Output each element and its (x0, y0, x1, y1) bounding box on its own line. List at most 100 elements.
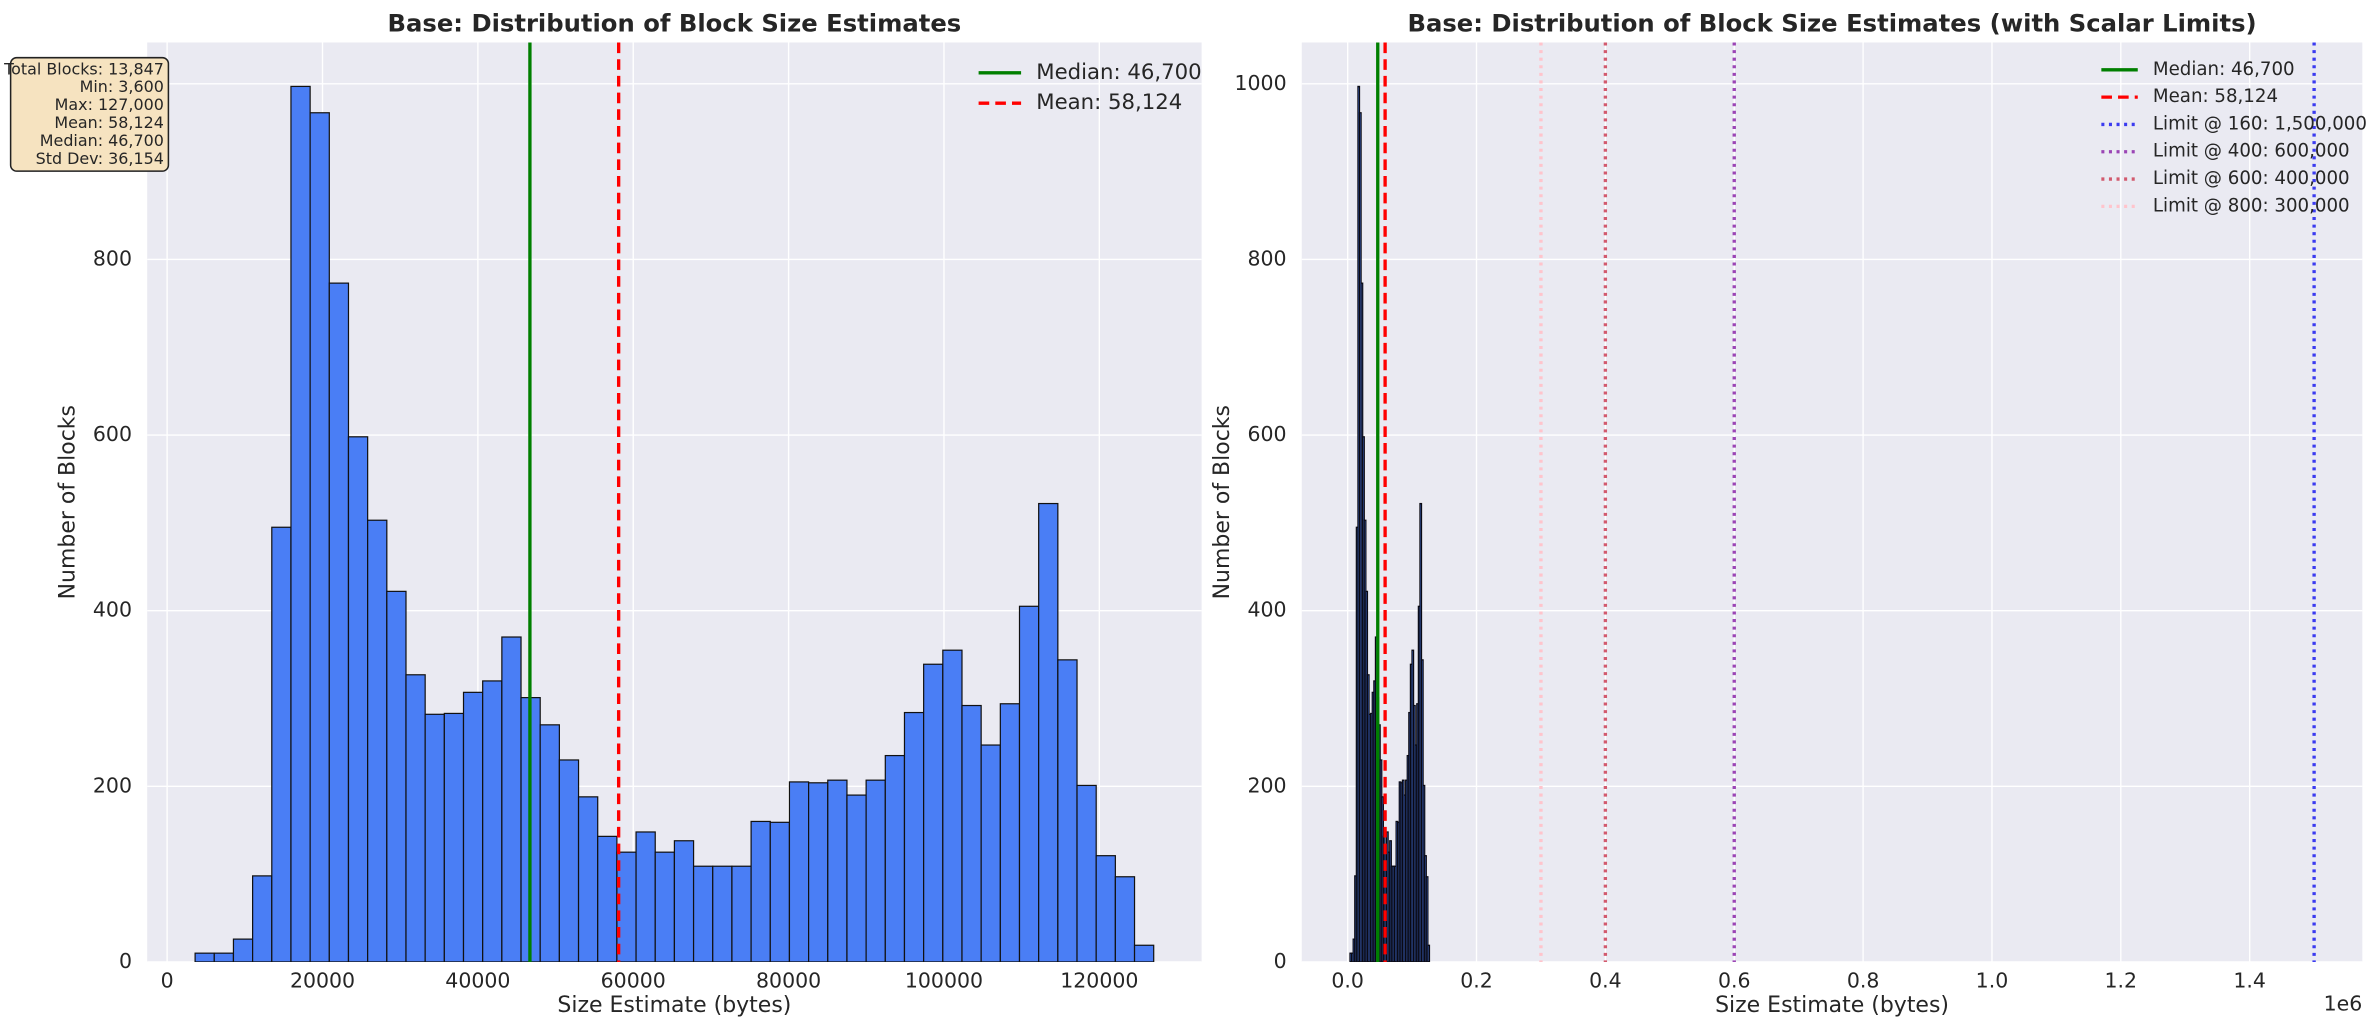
x-tick-label: 60000 (601, 969, 666, 993)
y-tick-label: 600 (93, 422, 132, 446)
histogram-bar (865, 779, 886, 962)
histogram-bar (558, 759, 580, 962)
histogram-bar (347, 436, 369, 962)
y-tick-label: 0 (1274, 949, 1287, 973)
stats-line: Max: 127,000 (55, 95, 164, 114)
bars (1349, 85, 1431, 962)
histogram-bar (903, 711, 925, 962)
histogram-bar (692, 865, 714, 962)
histogram-bar (252, 875, 273, 962)
histogram-bar (673, 840, 695, 962)
y-tick-label: 200 (93, 773, 132, 797)
histogram-bar (194, 952, 215, 962)
chart-title: Base: Distribution of Block Size Estimat… (388, 8, 962, 37)
x-tick-label: 0.2 (1460, 969, 1493, 993)
histogram-bar (1038, 502, 1059, 962)
y-tick-label: 0 (119, 949, 132, 973)
histogram-bar (1133, 944, 1155, 962)
histogram-bar (923, 663, 944, 962)
y-tick-label: 600 (1248, 422, 1287, 446)
x-tick-label: 0.8 (1847, 969, 1880, 993)
histogram-bar (769, 821, 791, 962)
y-tick-label: 800 (1248, 246, 1287, 270)
bars (194, 85, 1155, 962)
histogram-bar (980, 744, 1001, 962)
x-tick-label: 1.2 (2105, 969, 2138, 993)
histogram-bar (386, 590, 407, 962)
histogram-bar (1018, 605, 1040, 962)
y-tick-label: 1000 (1235, 71, 1287, 95)
legend-label: Limit @ 400: 600,000 (2153, 141, 2350, 162)
y-axis-label: Number of Blocks (1210, 405, 1235, 599)
histogram-bar (213, 952, 235, 962)
histogram-bar (788, 781, 810, 962)
histogram-bar (999, 703, 1021, 962)
legend: Median: 46,700 Mean: 58,124 Limit @ 160: 1… (2101, 59, 2367, 216)
histogram-bar (290, 85, 311, 962)
stats-box-frame (9, 56, 170, 172)
histogram-bar (750, 820, 771, 962)
x-tick-label: 1.4 (2233, 969, 2266, 993)
histogram-bar (635, 831, 656, 962)
x-tick-label: 100000 (905, 969, 983, 993)
legend-label: Median: 46,700 (2153, 59, 2295, 80)
histogram-bar (1114, 876, 1136, 962)
x-tick-label: 0.0 (1331, 969, 1364, 993)
histogram-bar (1427, 944, 1431, 962)
y-tick-label: 800 (93, 246, 132, 270)
histogram-bar (654, 851, 676, 962)
histogram-bar (827, 779, 848, 962)
stats-line: Min: 3,600 (80, 77, 164, 96)
histogram-bar (731, 865, 752, 962)
y-tick-label: 200 (1248, 773, 1287, 797)
histogram-bar (309, 112, 330, 962)
legend-label: Mean: 58,124 (1036, 90, 1182, 115)
histogram-bar (271, 526, 292, 962)
histogram-bar (443, 712, 465, 962)
histogram-bar (328, 282, 350, 962)
plot: 0200400600800100002000040000600008000010… (3, 8, 1202, 1018)
x-tick-label: 20000 (290, 969, 355, 993)
histogram-bar (961, 704, 982, 962)
histogram-bar (462, 691, 484, 962)
histogram-bar (808, 782, 829, 962)
legend-label: Mean: 58,124 (2153, 86, 2278, 107)
legend-label: Limit @ 160: 1,500,000 (2153, 113, 2367, 134)
histogram-bar (1076, 784, 1097, 962)
histogram-bar (424, 713, 445, 962)
x-tick-label: 0.4 (1589, 969, 1622, 993)
reference-lines (528, 42, 621, 962)
stats-line: Std Dev: 36,154 (36, 149, 164, 168)
x-tick-label: 1.0 (1976, 969, 2009, 993)
chart-title: Base: Distribution of Block Size Estimat… (1407, 8, 2256, 37)
x-tick-label: 40000 (445, 969, 510, 993)
reference-lines (1376, 42, 2316, 962)
histogram-bar (577, 796, 599, 962)
histogram-bar (712, 865, 733, 962)
histogram-bar (482, 680, 503, 962)
x-tick-label: 0 (161, 969, 174, 993)
stats-line: Total Blocks: 13,847 (3, 59, 164, 78)
legend-label: Limit @ 800: 300,000 (2153, 195, 2350, 216)
histogram-bar (539, 724, 560, 962)
x-tick-label: 80000 (756, 969, 821, 993)
x-tick-label: 120000 (1060, 969, 1138, 993)
x-axis-label: Size Estimate (bytes) (557, 993, 791, 1018)
histogram-bar (597, 835, 618, 962)
y-tick-label: 400 (93, 598, 132, 622)
histogram-bar (405, 674, 426, 962)
plot: 0 200 400 600 800 1000 0.0 0.2 0.4 0.6 0.8 1.0 1.2 1.… (1210, 8, 2367, 1018)
stats-line: Mean: 58,124 (54, 113, 164, 132)
y-tick-label: 400 (1248, 598, 1287, 622)
plot-background (1301, 42, 2363, 962)
x-tick-label: 0.6 (1718, 969, 1751, 993)
x-axis-label: Size Estimate (bytes) (1715, 993, 1949, 1018)
legend: Median: 46,700 Mean: 58,124 (978, 60, 1202, 115)
legend-label: Limit @ 600: 400,000 (2153, 168, 2350, 189)
histogram-bar (501, 636, 522, 962)
x-offset-label: 1e6 (2324, 991, 2363, 1015)
histogram-bar (232, 938, 254, 962)
